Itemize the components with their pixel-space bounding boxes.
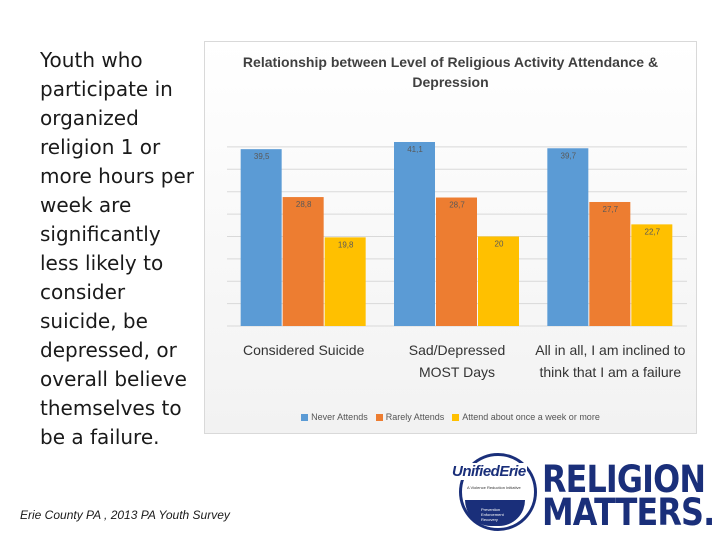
religion-matters-logo: UnifiedErie A Violence Reduction Initiat… xyxy=(445,445,715,535)
bar-rarely-attends-2 xyxy=(589,201,631,326)
unified-erie-logo: UnifiedErie A Violence Reduction Initiat… xyxy=(445,445,537,533)
legend-swatch xyxy=(301,413,309,421)
data-label: 22,7 xyxy=(645,227,661,236)
unified-erie-text: UnifiedErie xyxy=(451,463,527,480)
data-label: 39,5 xyxy=(254,152,270,161)
legend-swatch xyxy=(452,413,460,421)
bar-attend-about-once-a-week-or-more-0 xyxy=(324,237,366,326)
chart-title: Relationship between Level of Religious … xyxy=(242,54,659,90)
data-label: 28,8 xyxy=(296,200,312,209)
data-label: 20 xyxy=(495,239,504,248)
legend-item: Attend about once a week or more xyxy=(452,412,600,422)
bar-never-attends-0 xyxy=(240,149,282,326)
category-label: All in all, I am inclined to think that … xyxy=(535,342,686,380)
legend-swatch xyxy=(375,413,383,421)
religion-matters-text: RELIGION MATTERS. xyxy=(542,458,715,534)
legend-label: Attend about once a week or more xyxy=(462,412,600,422)
bar-attend-about-once-a-week-or-more-2 xyxy=(631,224,673,326)
category-label: Sad/Depressed MOST Days xyxy=(408,342,506,380)
swoosh-text: Prevention Enforcement Recovery xyxy=(481,507,504,522)
bar-attend-about-once-a-week-or-more-1 xyxy=(478,236,519,326)
data-label: 41,1 xyxy=(407,145,423,154)
legend-item: Never Attends xyxy=(301,412,368,422)
chart-legend: Never Attends Rarely Attends Attend about … xyxy=(205,412,696,422)
summary-text: Youth who participate in organized relig… xyxy=(40,48,194,449)
legend-item: Rarely Attends xyxy=(375,412,445,422)
unified-erie-subtext: A Violence Reduction Initiative xyxy=(467,485,521,490)
bar-rarely-attends-0 xyxy=(282,197,324,326)
matters-word: MATTERS. xyxy=(542,491,715,534)
data-label: 28,7 xyxy=(449,201,465,210)
legend-label: Rarely Attends xyxy=(385,412,445,422)
legend-label: Never Attends xyxy=(311,412,368,422)
bar-never-attends-2 xyxy=(547,148,589,326)
data-label: 27,7 xyxy=(603,205,619,214)
bar-never-attends-1 xyxy=(394,142,435,326)
category-label: Considered Suicide xyxy=(242,342,365,358)
bar-chart: 39,5 28,8 19,8 41,1 28,7 20 39,7 27,7 22,7 xyxy=(227,142,687,327)
data-label: 39,7 xyxy=(561,151,577,160)
religion-word: RELIGION xyxy=(542,458,706,501)
source-footnote: Erie County PA , 2013 PA Youth Survey xyxy=(20,508,230,522)
chart-panel: Relationship between Level of Religious … xyxy=(204,41,697,434)
data-label: 19,8 xyxy=(338,240,354,249)
bar-rarely-attends-1 xyxy=(436,197,477,326)
